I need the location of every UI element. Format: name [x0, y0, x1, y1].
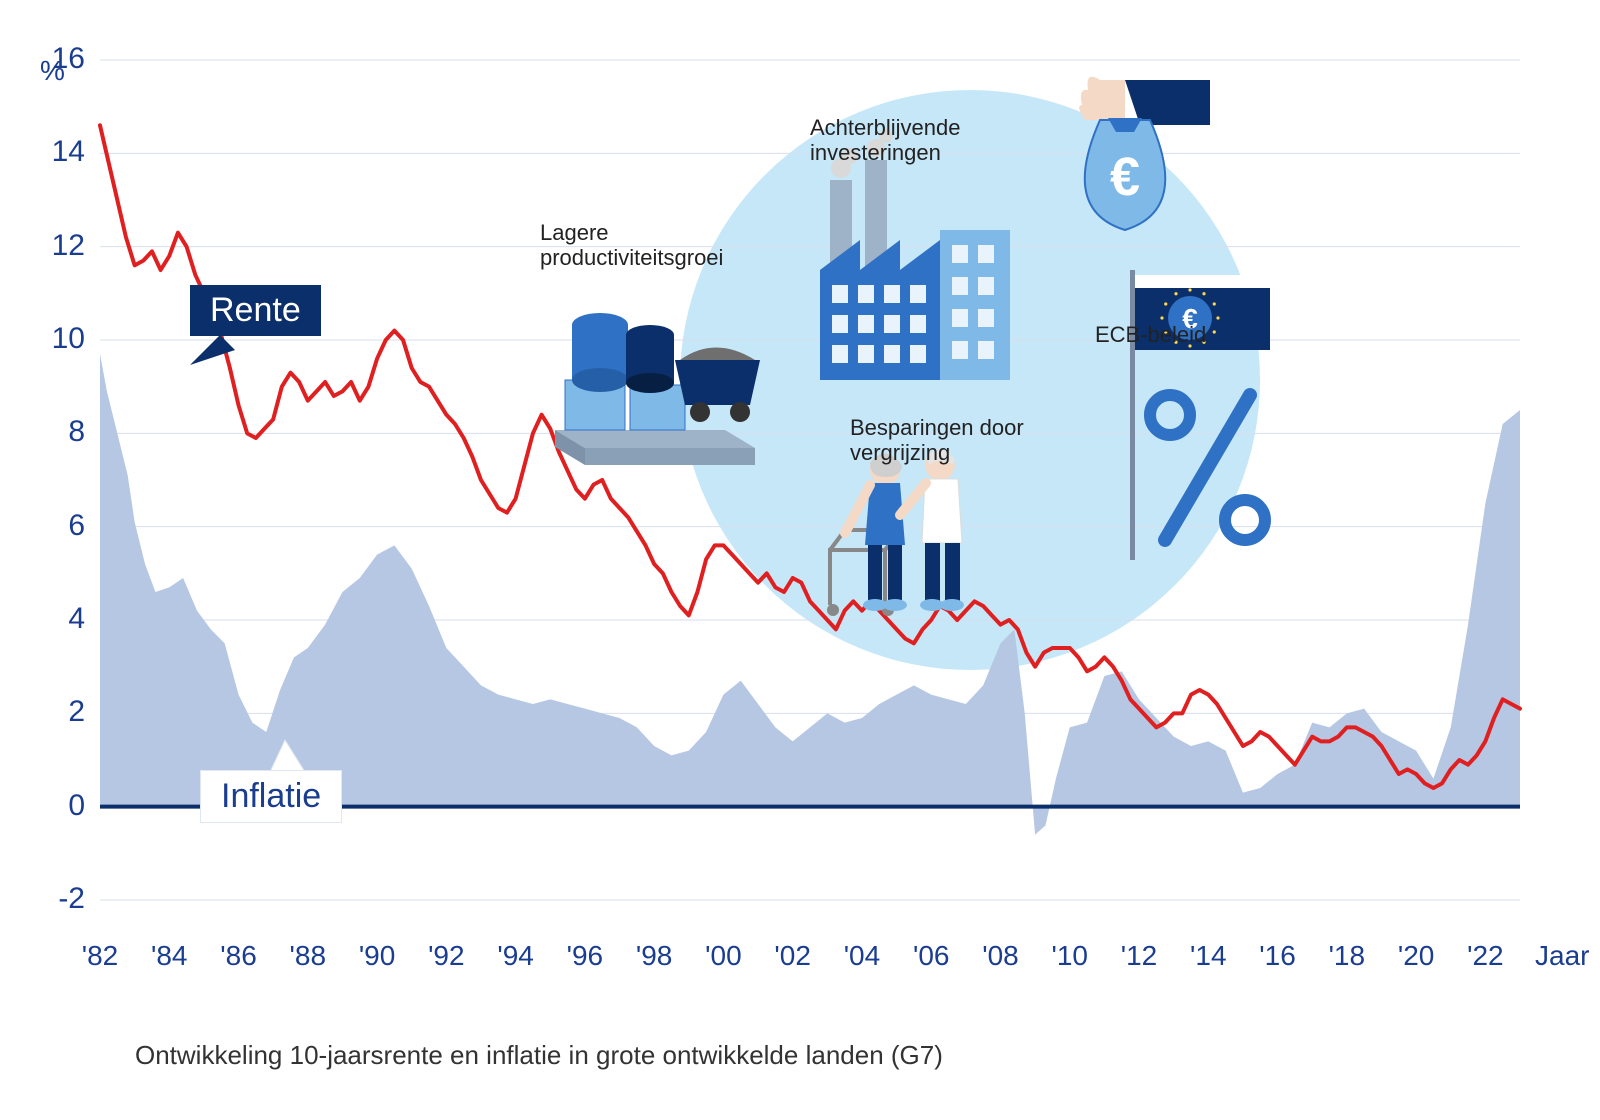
annotation-investeringen: Achterblijvendeinvesteringen [810, 115, 960, 166]
x-tick-label: '90 [347, 940, 407, 972]
rente-callout-label: Rente [190, 285, 321, 336]
y-tick-label: 0 [25, 789, 85, 823]
x-tick-label: '84 [139, 940, 199, 972]
x-tick-label: '98 [624, 940, 684, 972]
x-tick-label: '18 [1317, 940, 1377, 972]
inflatie-callout-label: Inflatie [200, 770, 342, 823]
x-tick-label: '06 [901, 940, 961, 972]
x-axis-unit-label: Jaar [1535, 940, 1589, 972]
x-tick-label: '92 [416, 940, 476, 972]
x-tick-label: '12 [1109, 940, 1169, 972]
y-tick-label: 10 [25, 322, 85, 356]
y-tick-label: 16 [25, 42, 85, 76]
annotation-productiviteit: Lagereproductiviteitsgroei [540, 220, 723, 271]
x-tick-label: '08 [970, 940, 1030, 972]
x-tick-label: '02 [763, 940, 823, 972]
y-tick-label: 12 [25, 229, 85, 263]
x-tick-label: '22 [1455, 940, 1515, 972]
y-tick-label: 4 [25, 602, 85, 636]
annotation-vergrijzing: Besparingen doorvergrijzing [850, 415, 1024, 466]
chart-container: €€ % Rente Inflatie Lagereproductiviteit… [0, 0, 1600, 1120]
y-tick-label: 2 [25, 695, 85, 729]
y-tick-label: 14 [25, 135, 85, 169]
chart-caption: Ontwikkeling 10-jaarsrente en inflatie i… [135, 1040, 943, 1071]
x-tick-label: '04 [832, 940, 892, 972]
x-tick-label: '94 [486, 940, 546, 972]
x-tick-label: '16 [1248, 940, 1308, 972]
y-tick-label: 8 [25, 415, 85, 449]
x-tick-label: '86 [209, 940, 269, 972]
y-tick-label: -2 [25, 882, 85, 916]
x-tick-label: '10 [1040, 940, 1100, 972]
y-tick-label: 6 [25, 509, 85, 543]
annotation-ecb: ECB-beleid [1095, 322, 1206, 347]
x-tick-label: '14 [1178, 940, 1238, 972]
x-tick-label: '96 [555, 940, 615, 972]
x-tick-label: '88 [278, 940, 338, 972]
x-tick-label: '82 [70, 940, 130, 972]
x-tick-label: '00 [693, 940, 753, 972]
svg-text:€: € [1110, 147, 1140, 207]
x-tick-label: '20 [1386, 940, 1446, 972]
